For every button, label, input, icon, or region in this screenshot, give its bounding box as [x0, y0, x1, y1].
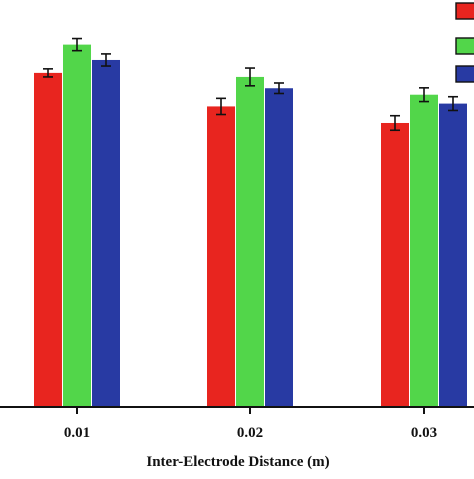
legend-swatch-series-2 — [455, 37, 474, 55]
legend — [455, 2, 474, 83]
bar-0.03-series-3 — [439, 103, 467, 407]
error-bars-layer — [43, 37, 458, 132]
error-bar-0.03-series-2 — [419, 87, 429, 103]
legend-swatch-series-3 — [455, 65, 474, 83]
error-bar-0.01-series-1 — [43, 68, 53, 78]
x-axis-title: Inter-Electrode Distance (m) — [146, 454, 329, 470]
bar-0.02-series-2 — [236, 76, 264, 407]
error-bar-0.01-series-2 — [72, 37, 82, 52]
error-bar-0.02-series-3 — [274, 82, 284, 95]
bar-0.02-series-1 — [207, 106, 235, 407]
bar-0.01-series-1 — [34, 72, 62, 407]
x-tick-label-0.01: 0.01 — [64, 425, 90, 441]
error-bar-0.03-series-3 — [448, 95, 458, 112]
x-ticks-layer — [76, 407, 425, 414]
x-tick-label-0.03: 0.03 — [411, 425, 437, 441]
bar-0.01-series-3 — [92, 59, 120, 408]
legend-swatch-series-1 — [455, 2, 474, 20]
error-bar-0.02-series-2 — [245, 67, 255, 87]
bar-0.02-series-3 — [265, 88, 293, 407]
error-bar-0.03-series-1 — [390, 114, 400, 132]
bar-0.01-series-2 — [63, 44, 91, 407]
error-bar-0.02-series-1 — [216, 97, 226, 116]
bar-0.03-series-2 — [410, 94, 438, 407]
bars-layer — [34, 44, 467, 408]
error-bar-0.01-series-3 — [101, 53, 111, 67]
x-tick-label-0.02: 0.02 — [237, 425, 263, 441]
bar-0.03-series-1 — [381, 122, 409, 407]
x-tick-labels-layer: 0.01 0.02 0.03 — [64, 425, 437, 441]
